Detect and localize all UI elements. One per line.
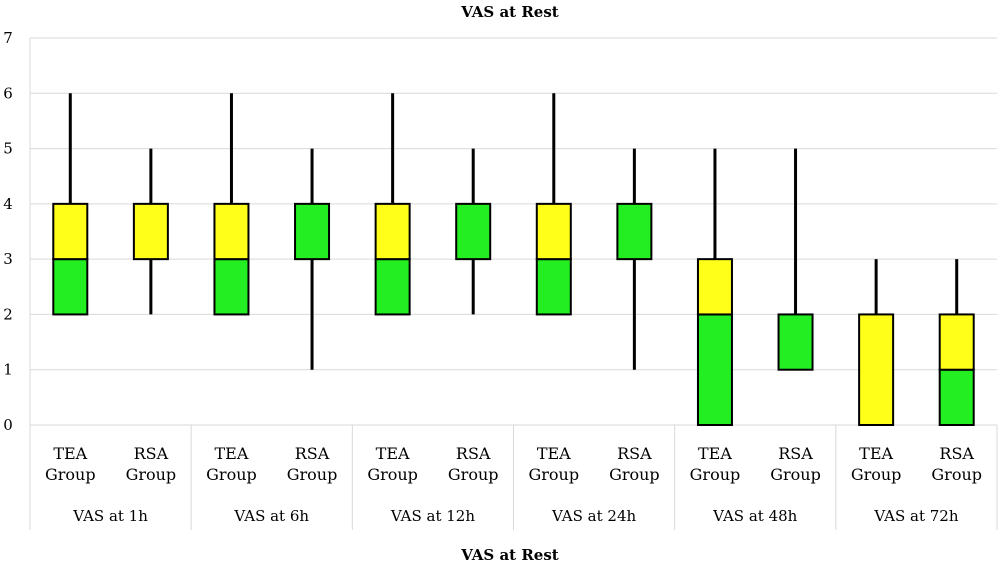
box-lower-quartile bbox=[213, 258, 250, 316]
category-label-line2: Group bbox=[206, 465, 257, 484]
y-axis-ticks: 0 1 2 3 4 5 6 7 bbox=[3, 29, 13, 434]
category-label-line2: Group bbox=[770, 465, 821, 484]
x-axis-categories: VAS at 1h TEA Group RSA Group VAS at 6h TEA Gro… bbox=[45, 444, 982, 525]
box-lower-quartile bbox=[696, 313, 733, 426]
y-tick-label: 6 bbox=[3, 84, 13, 102]
box-lower-quartile bbox=[294, 202, 331, 261]
box-lower-quartile bbox=[52, 258, 89, 316]
category-label-line2: Group bbox=[45, 465, 96, 484]
box-lower-quartile bbox=[535, 258, 572, 316]
box-upper-quartile bbox=[374, 202, 411, 261]
category-label-line2: Group bbox=[448, 465, 499, 484]
category-label-line1: TEA bbox=[859, 444, 893, 463]
category-label-line1: TEA bbox=[376, 444, 410, 463]
group-label: VAS at 24h bbox=[551, 507, 637, 525]
y-tick-label: 2 bbox=[3, 305, 13, 323]
category-label-line2: Group bbox=[851, 465, 902, 484]
x-axis-title: VAS at Rest bbox=[460, 546, 558, 564]
box-lower-quartile bbox=[374, 258, 411, 316]
box-series bbox=[52, 93, 975, 427]
category-label-line1: RSA bbox=[778, 444, 813, 463]
y-tick-label: 0 bbox=[3, 416, 13, 434]
chart-title: VAS at Rest bbox=[460, 3, 558, 21]
category-label-line1: RSA bbox=[295, 444, 330, 463]
category-label-line2: Group bbox=[126, 465, 177, 484]
box-upper-quartile bbox=[213, 202, 250, 261]
category-label-line1: TEA bbox=[698, 444, 732, 463]
category-label-line1: RSA bbox=[456, 444, 491, 463]
box-upper-quartile bbox=[858, 313, 895, 426]
category-label-line1: RSA bbox=[134, 444, 169, 463]
category-label-line2: Group bbox=[367, 465, 418, 484]
box-lower-quartile bbox=[777, 313, 814, 371]
gridlines bbox=[29, 37, 998, 530]
category-label-line2: Group bbox=[931, 465, 982, 484]
box-upper-quartile bbox=[535, 202, 572, 261]
category-label-line1: TEA bbox=[53, 444, 87, 463]
group-label: VAS at 6h bbox=[233, 507, 309, 525]
box-upper-quartile bbox=[52, 202, 89, 261]
category-label-line1: RSA bbox=[939, 444, 974, 463]
y-tick-label: 4 bbox=[3, 195, 13, 213]
box-lower-quartile bbox=[455, 202, 492, 261]
box-lower-quartile bbox=[616, 202, 653, 261]
category-label-line2: Group bbox=[287, 465, 338, 484]
y-tick-label: 7 bbox=[3, 29, 13, 47]
category-label-line1: TEA bbox=[537, 444, 571, 463]
group-label: VAS at 72h bbox=[873, 507, 959, 525]
box-upper-quartile bbox=[696, 258, 733, 316]
box-lower-quartile bbox=[938, 368, 975, 427]
category-label-line2: Group bbox=[690, 465, 741, 484]
category-label-line2: Group bbox=[528, 465, 579, 484]
category-label-line1: TEA bbox=[215, 444, 249, 463]
category-label-line2: Group bbox=[609, 465, 660, 484]
y-tick-label: 1 bbox=[3, 361, 13, 379]
box-upper-quartile bbox=[938, 313, 975, 371]
box-upper-quartile bbox=[132, 202, 169, 261]
category-label-line1: RSA bbox=[617, 444, 652, 463]
group-label: VAS at 1h bbox=[72, 507, 148, 525]
group-label: VAS at 48h bbox=[712, 507, 798, 525]
y-tick-label: 5 bbox=[3, 140, 13, 158]
group-label: VAS at 12h bbox=[390, 507, 476, 525]
y-tick-label: 3 bbox=[3, 250, 13, 268]
